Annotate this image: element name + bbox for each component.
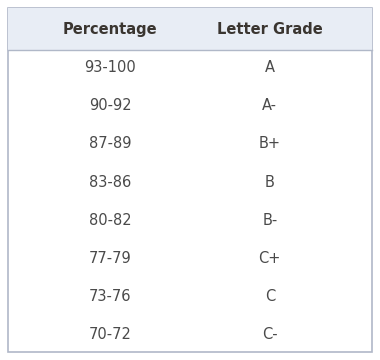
Text: Letter Grade: Letter Grade xyxy=(217,22,323,37)
Text: 80-82: 80-82 xyxy=(89,213,131,228)
Text: A-: A- xyxy=(262,98,277,113)
Text: B+: B+ xyxy=(259,136,281,152)
Text: 90-92: 90-92 xyxy=(89,98,131,113)
Text: Percentage: Percentage xyxy=(63,22,158,37)
Text: B-: B- xyxy=(262,213,277,228)
Text: A: A xyxy=(265,60,275,75)
Text: 87-89: 87-89 xyxy=(89,136,131,152)
Bar xyxy=(8,8,372,50)
Text: C: C xyxy=(265,289,275,304)
Text: 70-72: 70-72 xyxy=(89,327,131,342)
Text: B: B xyxy=(265,175,275,190)
Text: C+: C+ xyxy=(259,251,281,266)
Text: 77-79: 77-79 xyxy=(89,251,131,266)
Text: 73-76: 73-76 xyxy=(89,289,131,304)
Text: 93-100: 93-100 xyxy=(84,60,136,75)
Text: 83-86: 83-86 xyxy=(89,175,131,190)
Text: C-: C- xyxy=(262,327,278,342)
